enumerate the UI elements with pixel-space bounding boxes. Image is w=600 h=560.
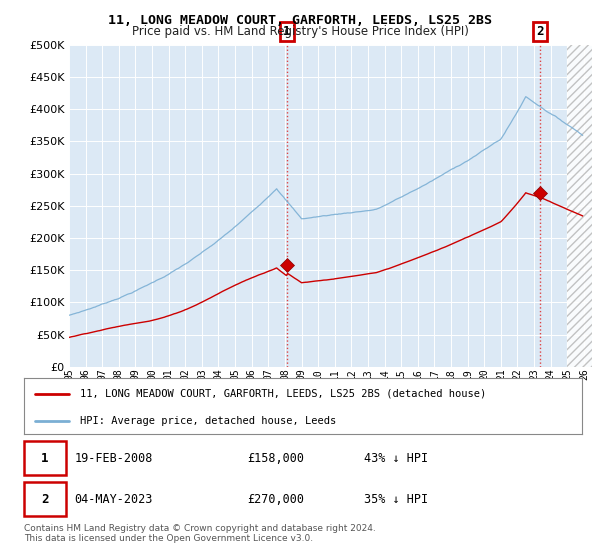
Text: 11, LONG MEADOW COURT, GARFORTH, LEEDS, LS25 2BS: 11, LONG MEADOW COURT, GARFORTH, LEEDS, … — [108, 14, 492, 27]
Text: 2: 2 — [536, 25, 544, 38]
Text: 04-MAY-2023: 04-MAY-2023 — [74, 493, 152, 506]
Text: HPI: Average price, detached house, Leeds: HPI: Average price, detached house, Leed… — [80, 416, 336, 426]
FancyBboxPatch shape — [24, 441, 66, 475]
Text: £158,000: £158,000 — [247, 452, 304, 465]
Text: 35% ↓ HPI: 35% ↓ HPI — [364, 493, 428, 506]
Text: 43% ↓ HPI: 43% ↓ HPI — [364, 452, 428, 465]
Text: Price paid vs. HM Land Registry's House Price Index (HPI): Price paid vs. HM Land Registry's House … — [131, 25, 469, 38]
Text: 2: 2 — [41, 493, 49, 506]
Text: 11, LONG MEADOW COURT, GARFORTH, LEEDS, LS25 2BS (detached house): 11, LONG MEADOW COURT, GARFORTH, LEEDS, … — [80, 389, 486, 399]
Text: Contains HM Land Registry data © Crown copyright and database right 2024.
This d: Contains HM Land Registry data © Crown c… — [24, 524, 376, 543]
Text: 1: 1 — [41, 452, 49, 465]
Bar — [567, 45, 592, 367]
Bar — [567, 45, 592, 367]
FancyBboxPatch shape — [24, 482, 66, 516]
Text: £270,000: £270,000 — [247, 493, 304, 506]
Text: 1: 1 — [283, 25, 290, 38]
Text: 19-FEB-2008: 19-FEB-2008 — [74, 452, 152, 465]
